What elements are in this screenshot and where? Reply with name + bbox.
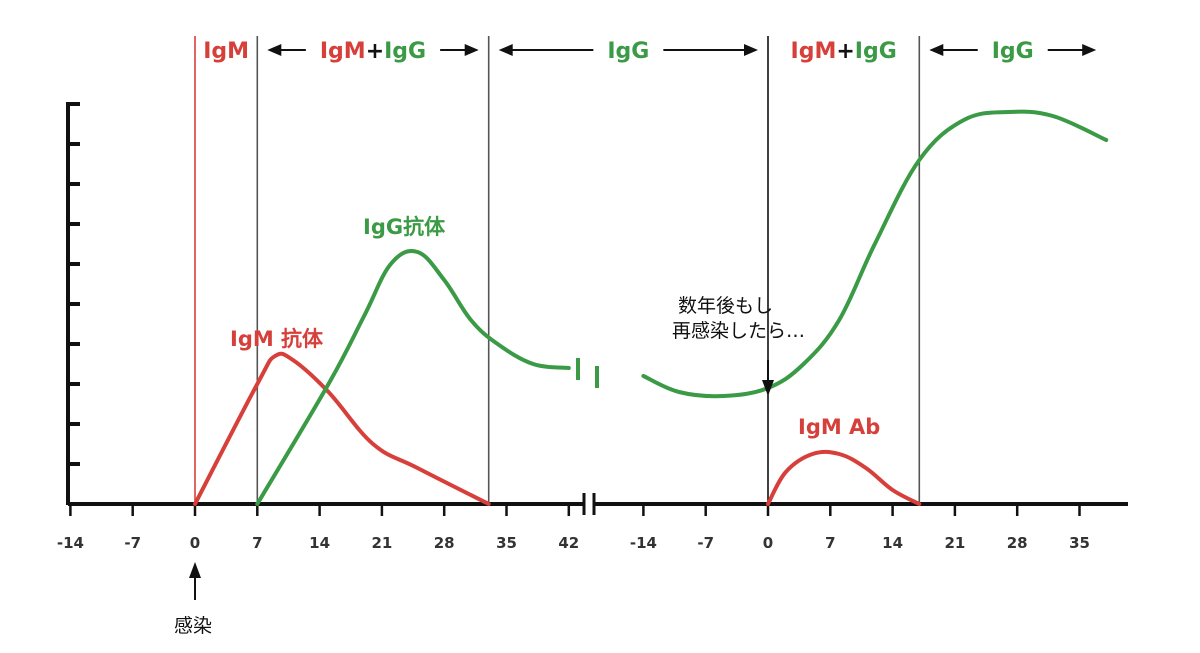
- phase-label-part: +: [836, 39, 854, 64]
- x-tick-label: 0: [763, 534, 773, 552]
- series-line-1-3: [766, 449, 922, 506]
- phase-arrowhead-left: [498, 44, 513, 56]
- phase-label: IgM+IgG: [267, 39, 479, 64]
- phase-label-text: IgM+IgG: [791, 39, 897, 64]
- phase-label-part: IgG: [992, 39, 1034, 64]
- igg-primary-label: IgG抗体: [363, 215, 446, 239]
- phase-arrowhead-right: [744, 44, 758, 56]
- infection-arrow: [189, 562, 201, 600]
- x-tick-label: 0: [190, 534, 200, 552]
- phase-label-part: IgM: [203, 39, 249, 64]
- phase-label-part: IgG: [855, 39, 897, 64]
- series-line-1-2: [641, 109, 1109, 399]
- series-line-0-0: [193, 351, 491, 506]
- phase-label-text: IgM: [203, 39, 249, 64]
- x-tick-label: 21: [944, 534, 965, 552]
- axes: -14 -7 0 7 14 21 28 35 42 -14 -7 0 7 14 21 28 35: [57, 102, 1128, 552]
- phase-label-part: IgM: [791, 39, 837, 64]
- phase-label-part: IgG: [607, 39, 649, 64]
- x-tick-label: 35: [496, 534, 517, 552]
- x-tick-label: 21: [371, 534, 392, 552]
- phase-dividers: [194, 36, 921, 504]
- phase-label-part: +: [366, 39, 384, 64]
- x-tick-label: -7: [124, 534, 141, 552]
- x-tick-label: -7: [697, 534, 714, 552]
- phase-label: IgM: [203, 39, 249, 64]
- x-tick-label: 7: [252, 534, 262, 552]
- phase-label-part: IgG: [384, 39, 426, 64]
- phase-arrowhead-left: [267, 44, 282, 56]
- infection-label: 感染: [174, 615, 212, 637]
- phase-label: IgG: [498, 39, 758, 64]
- x-tick-label: 28: [434, 534, 455, 552]
- phase-label: IgG: [929, 39, 1097, 64]
- phase-label-text: IgG: [992, 39, 1034, 64]
- phase-label-text: IgM+IgG: [320, 39, 426, 64]
- phase-label-text: IgG: [607, 39, 649, 64]
- igm-primary-label: IgM 抗体: [230, 327, 324, 351]
- series-line-0-1: [255, 249, 571, 506]
- phase-arrowhead-left: [929, 44, 944, 56]
- series-layer: [193, 109, 1109, 506]
- x-tick-label: 35: [1069, 534, 1090, 552]
- reinfection-note-line1: 数年後もし: [678, 295, 773, 317]
- phase-label-part: IgM: [320, 39, 366, 64]
- x-tick-label: -14: [630, 534, 657, 552]
- phase-header: IgM IgM+IgG IgG IgM+IgG IgG: [203, 39, 1097, 64]
- x-tick-label: 14: [882, 534, 903, 552]
- x-tick-label: 28: [1007, 534, 1028, 552]
- reinfection-arrow: [762, 360, 774, 396]
- x-tick-label: -14: [57, 534, 84, 552]
- phase-arrowhead-right: [1082, 44, 1097, 56]
- reinfection-note-line2: 再感染したら…: [672, 320, 805, 342]
- phase-label: IgM+IgG: [791, 39, 897, 64]
- phase-arrowhead-right: [464, 44, 479, 56]
- igm-secondary-label: IgM Ab: [798, 415, 880, 439]
- x-tick-label: 42: [558, 534, 579, 552]
- x-tick-label: 14: [309, 534, 330, 552]
- x-tick-label: 7: [825, 534, 835, 552]
